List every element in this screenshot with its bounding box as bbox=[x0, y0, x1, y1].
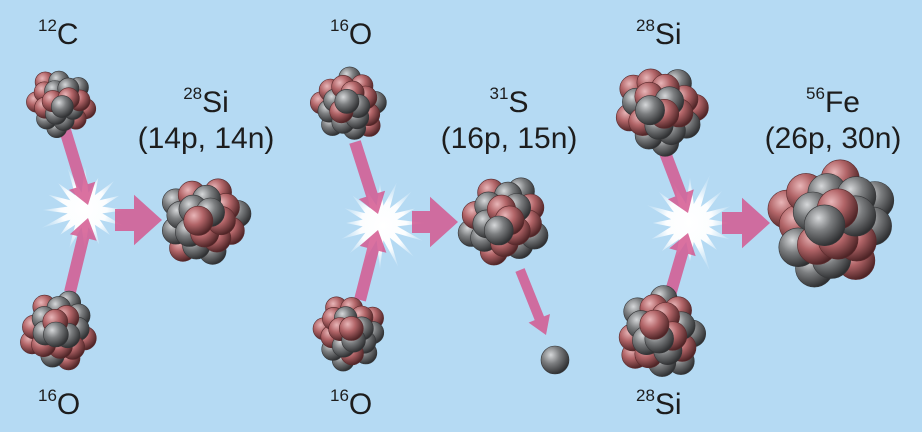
proton bbox=[639, 309, 670, 340]
neutron bbox=[50, 95, 74, 118]
iron-56-product-nucleus bbox=[767, 159, 895, 288]
silicon-28-nucleus-top bbox=[615, 68, 709, 157]
product-silicon-28-label: 28Si (14p, 14n) bbox=[133, 85, 279, 155]
incoming-arrow-oxygen-top bbox=[349, 140, 386, 214]
incoming-arrow-carbon bbox=[59, 128, 96, 205]
neutron bbox=[635, 95, 665, 126]
incoming-arrow-oxygen-bottom bbox=[354, 230, 387, 302]
neutron bbox=[803, 204, 846, 247]
fusion-flash-2 bbox=[341, 182, 425, 270]
proton bbox=[183, 205, 214, 236]
incoming-arrow-silicon-bottom bbox=[664, 233, 696, 297]
product-arrow-2 bbox=[412, 196, 458, 248]
fusion-flash-3 bbox=[647, 175, 732, 271]
oxygen-16-nucleus-top bbox=[309, 66, 387, 140]
proton bbox=[338, 316, 364, 341]
oxygen-16-nucleus-1 bbox=[20, 290, 97, 371]
neutron bbox=[334, 89, 360, 114]
fusion-flash-1 bbox=[42, 166, 126, 251]
reactant-oxygen-16-bottom-label: 16O bbox=[330, 386, 373, 421]
reactant-silicon-28-top-label: 28Si bbox=[636, 16, 682, 51]
incoming-arrow-oxygen bbox=[64, 218, 97, 294]
incoming-arrow-silicon-top bbox=[658, 147, 694, 213]
product-arrow-3 bbox=[722, 197, 770, 249]
emitted-neutron bbox=[540, 345, 570, 375]
reactant-oxygen-16-top-label: 16O bbox=[330, 16, 373, 51]
product-sulfur-31-label: 31S (16p, 15n) bbox=[434, 85, 584, 155]
oxygen-16-nucleus-bottom bbox=[312, 296, 385, 372]
sulfur-31-product-nucleus bbox=[457, 177, 549, 266]
product-iron-56-composition: (26p, 30n) bbox=[764, 122, 902, 155]
silicon-28-nucleus-bottom bbox=[618, 285, 707, 377]
silicon-28-product-nucleus bbox=[161, 178, 252, 265]
reactant-oxygen-16-label: 16O bbox=[38, 386, 81, 421]
product-sulfur-31-composition: (16p, 15n) bbox=[440, 122, 578, 155]
carbon-12-nucleus bbox=[26, 70, 97, 139]
neutron-emission-arrow bbox=[515, 268, 550, 335]
reactant-silicon-28-bottom-label: 28Si bbox=[636, 386, 682, 421]
product-silicon-28-composition: (14p, 14n) bbox=[137, 122, 275, 155]
product-arrow-1 bbox=[115, 194, 162, 246]
neutron bbox=[43, 321, 69, 348]
neutron bbox=[483, 215, 514, 246]
product-iron-56-label: 56Fe (26p, 30n) bbox=[752, 85, 914, 155]
reactant-carbon-12-label: 12C bbox=[38, 16, 79, 51]
